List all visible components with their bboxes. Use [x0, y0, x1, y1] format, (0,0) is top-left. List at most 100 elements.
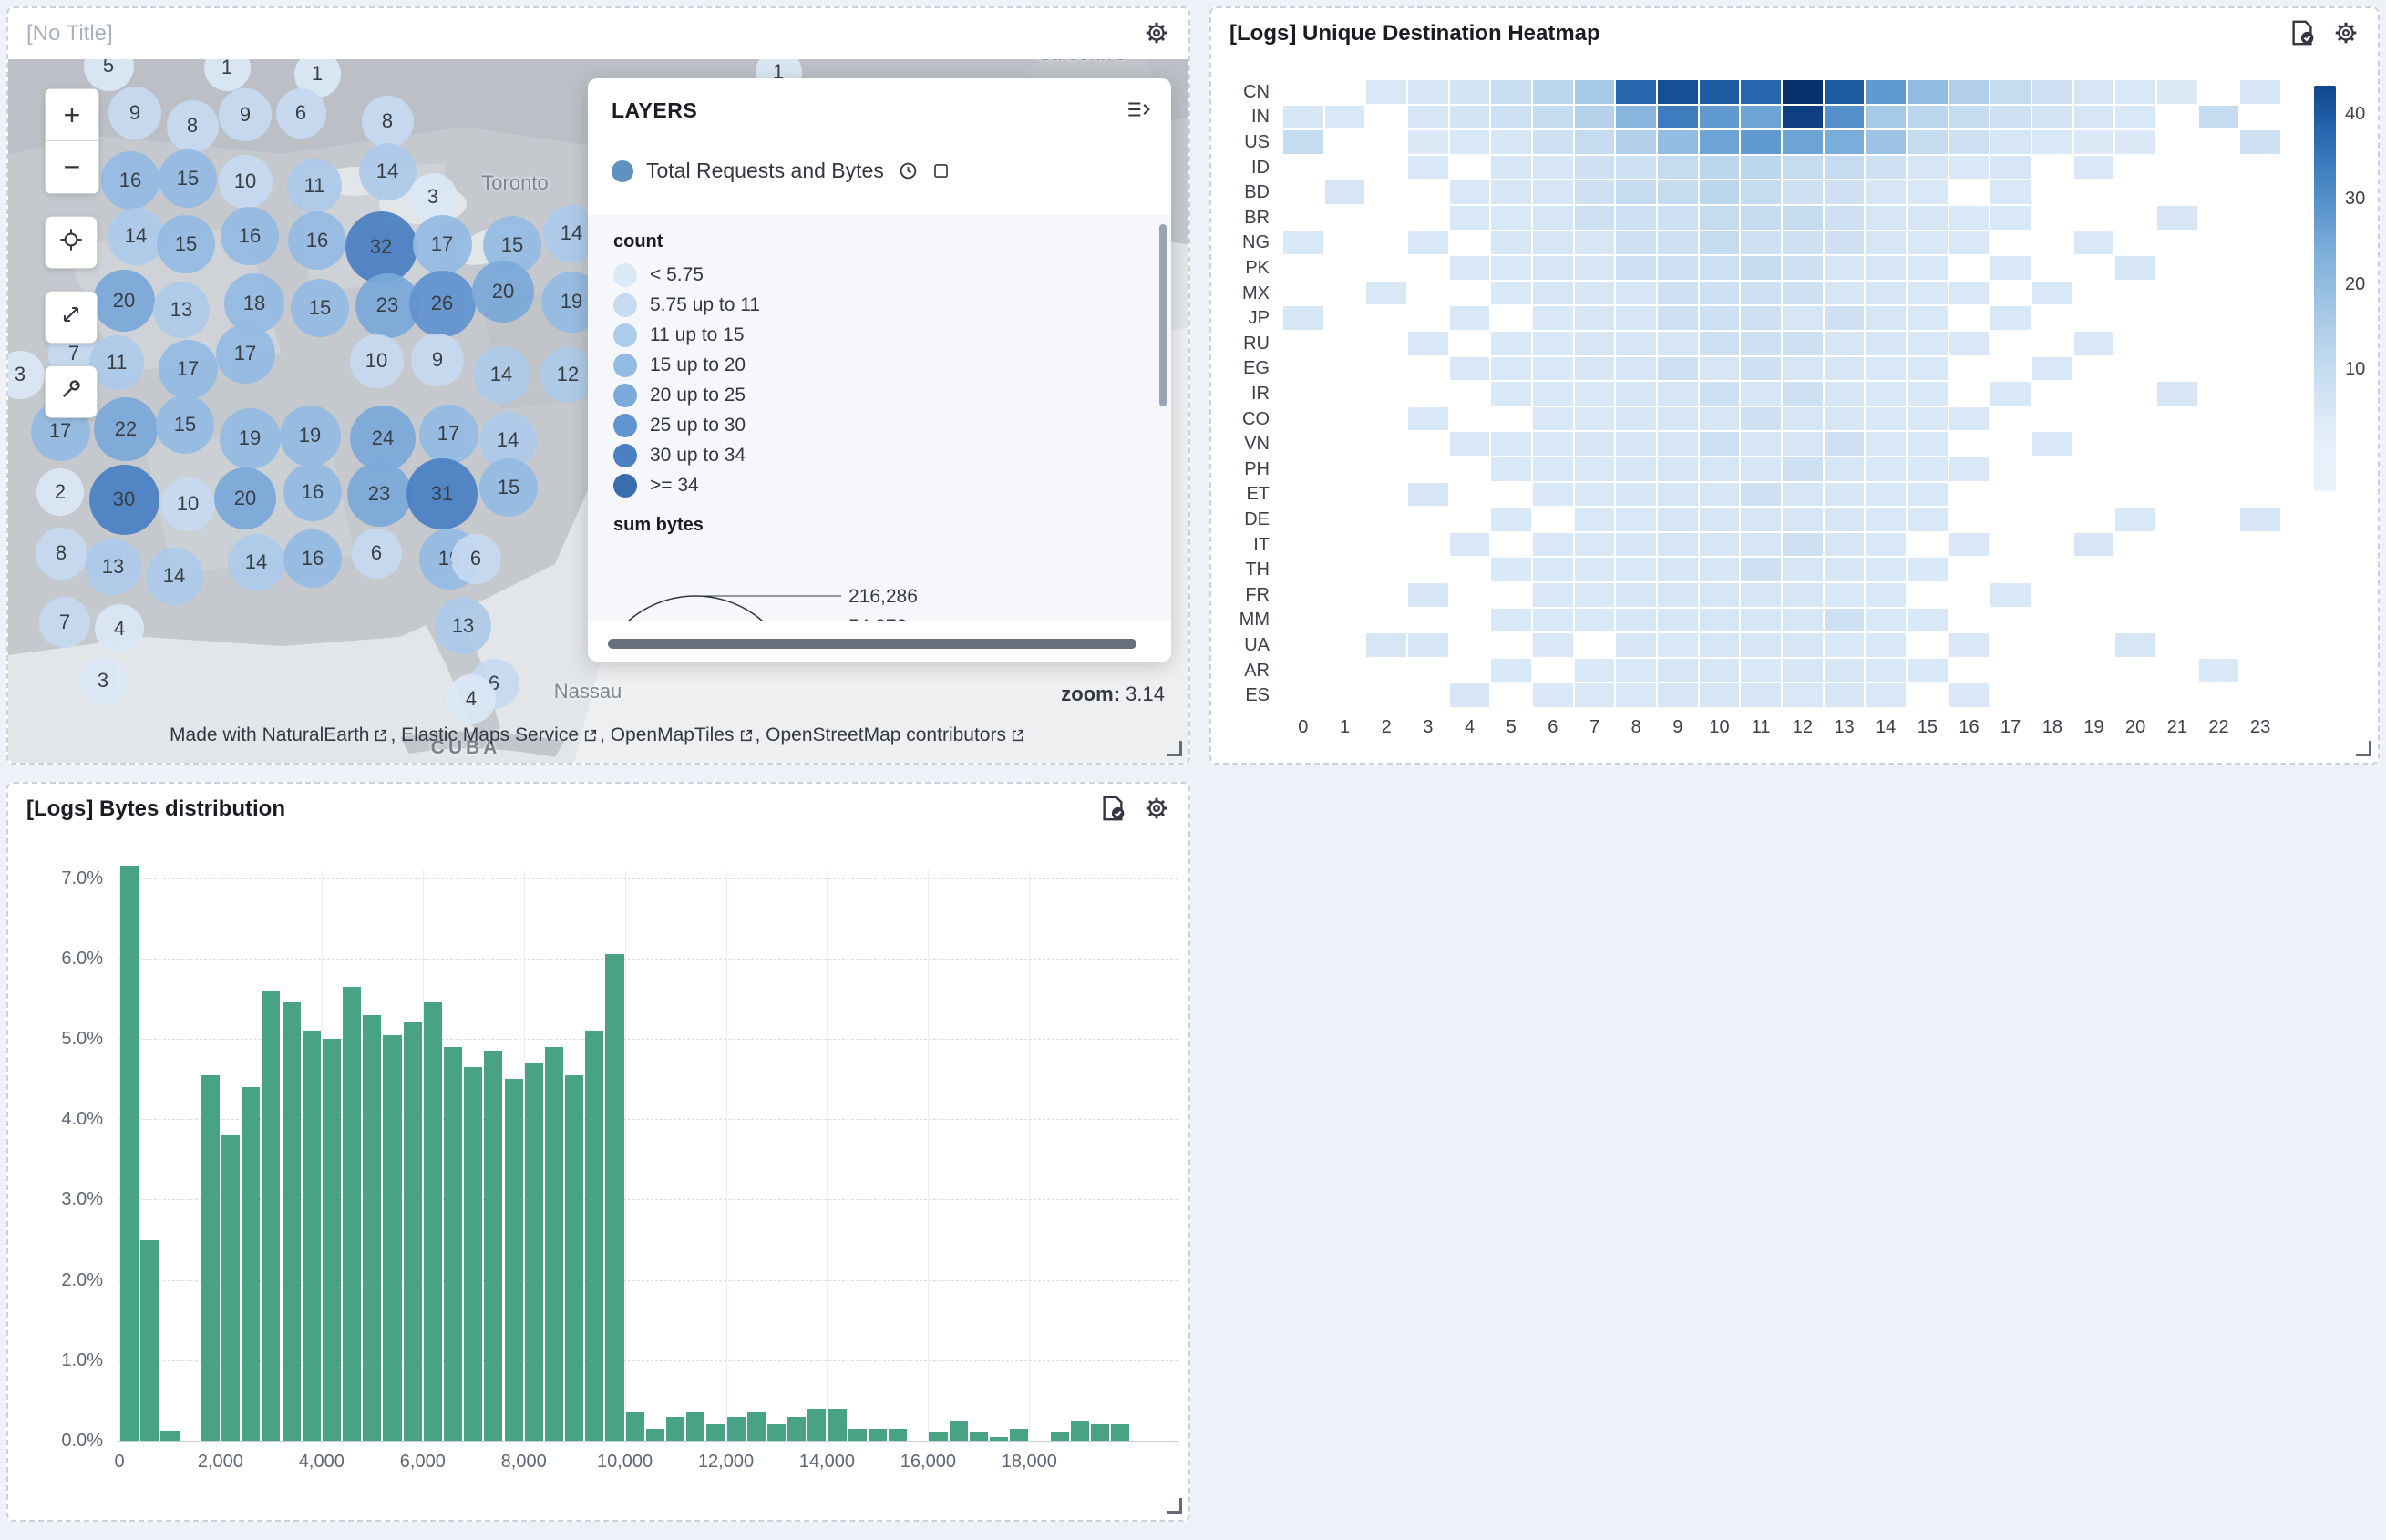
heatmap-cell[interactable]: [1949, 633, 1990, 657]
map-cluster[interactable]: 16: [101, 151, 159, 210]
heatmap-cell[interactable]: [1741, 80, 1781, 104]
heatmap-cell[interactable]: [1949, 332, 1990, 355]
resize-handle[interactable]: [2356, 741, 2371, 756]
heatmap-cell[interactable]: [1658, 532, 1698, 557]
heatmap-cell[interactable]: [1449, 130, 1490, 154]
heatmap-cell[interactable]: [1949, 281, 1990, 305]
heatmap-cell[interactable]: [1741, 105, 1781, 129]
heatmap-cell[interactable]: [1616, 608, 1656, 632]
heatmap-cell[interactable]: [1990, 180, 2031, 204]
heatmap-cell[interactable]: [1658, 608, 1698, 632]
heatmap-cell[interactable]: [1658, 432, 1698, 456]
heatmap-cell[interactable]: [1741, 406, 1781, 431]
heatmap-cell[interactable]: [1908, 231, 1948, 255]
heatmap-cell[interactable]: [1616, 306, 1656, 330]
heatmap-cell[interactable]: [1533, 608, 1573, 632]
heatmap-cell[interactable]: [1699, 683, 1740, 707]
heatmap-cell[interactable]: [1616, 155, 1656, 180]
heatmap-cell[interactable]: [1699, 281, 1740, 305]
heatmap-cell[interactable]: [2073, 80, 2114, 104]
histogram-bar[interactable]: [201, 1074, 220, 1441]
heatmap-cell[interactable]: [1990, 80, 2031, 104]
heatmap-cell[interactable]: [1616, 130, 1656, 154]
heatmap-cell[interactable]: [1824, 105, 1865, 129]
histogram-bar[interactable]: [565, 1074, 584, 1441]
heatmap-cell[interactable]: [1408, 80, 1448, 104]
horizontal-scrollbar[interactable]: [608, 639, 1136, 649]
heatmap-cell[interactable]: [1658, 658, 1698, 683]
heatmap-cell[interactable]: [1449, 105, 1490, 129]
heatmap-cell[interactable]: [1990, 256, 2031, 280]
heatmap-cell[interactable]: [1491, 558, 1531, 581]
heatmap-cell[interactable]: [1783, 80, 1823, 104]
heatmap-cell[interactable]: [1699, 382, 1740, 406]
map-cluster[interactable]: 13: [85, 539, 141, 595]
heatmap-cell[interactable]: [2073, 155, 2114, 180]
attribution-link[interactable]: NaturalEarth: [262, 724, 370, 745]
fit-to-data-button[interactable]: [45, 216, 98, 269]
map-cluster[interactable]: 16: [288, 211, 346, 270]
heatmap-cell[interactable]: [1699, 130, 1740, 154]
heatmap-cell[interactable]: [2073, 130, 2114, 154]
heatmap-cell[interactable]: [1283, 306, 1323, 330]
heatmap-cell[interactable]: [1741, 683, 1781, 707]
histogram-bar[interactable]: [848, 1428, 867, 1441]
map-cluster[interactable]: 15: [157, 215, 215, 273]
heatmap-cell[interactable]: [1949, 206, 1990, 230]
heatmap-cell[interactable]: [1699, 80, 1740, 104]
heatmap-cell[interactable]: [1491, 105, 1531, 129]
heatmap-cell[interactable]: [1574, 658, 1615, 683]
heatmap-cell[interactable]: [1741, 180, 1781, 204]
heatmap-cell[interactable]: [1533, 105, 1573, 129]
heatmap-cell[interactable]: [1491, 281, 1531, 305]
heatmap-cell[interactable]: [1574, 206, 1615, 230]
heatmap-cell[interactable]: [1908, 508, 1948, 531]
map-cluster[interactable]: 16: [283, 529, 342, 588]
map-cluster[interactable]: 16: [221, 207, 279, 265]
heatmap-cell[interactable]: [1908, 432, 1948, 456]
map-cluster[interactable]: 14: [358, 142, 417, 200]
map-cluster[interactable]: 15: [479, 458, 538, 517]
heatmap-cell[interactable]: [1699, 508, 1740, 531]
attribution-link[interactable]: OpenMapTiles: [610, 724, 735, 745]
heatmap-cell[interactable]: [1741, 658, 1781, 683]
histogram-bar[interactable]: [989, 1436, 1009, 1441]
heatmap-cell[interactable]: [1658, 683, 1698, 707]
heatmap-cell[interactable]: [1533, 231, 1573, 255]
heatmap-cell[interactable]: [1408, 105, 1448, 129]
map-cluster[interactable]: 12: [540, 346, 596, 403]
histogram-bar[interactable]: [706, 1424, 725, 1441]
heatmap-cell[interactable]: [1533, 80, 1573, 104]
resize-handle[interactable]: [1167, 741, 1182, 756]
heatmap-cell[interactable]: [1699, 332, 1740, 355]
heatmap-cell[interactable]: [1866, 180, 1906, 204]
heatmap-cell[interactable]: [1783, 231, 1823, 255]
heatmap-cell[interactable]: [1783, 508, 1823, 531]
heatmap-cell[interactable]: [1990, 105, 2031, 129]
heatmap-cell[interactable]: [1741, 432, 1781, 456]
heatmap-cell[interactable]: [1574, 432, 1615, 456]
map-cluster[interactable]: 26: [408, 270, 476, 337]
map-cluster[interactable]: 14: [107, 207, 165, 265]
heatmap-cell[interactable]: [1616, 231, 1656, 255]
heatmap-cell[interactable]: [1491, 231, 1531, 255]
heatmap-cell[interactable]: [1533, 406, 1573, 431]
heatmap-cell[interactable]: [2157, 382, 2197, 406]
heatmap-cell[interactable]: [2240, 130, 2280, 154]
attribution-link[interactable]: OpenStreetMap contributors: [766, 724, 1006, 745]
heatmap-cell[interactable]: [1824, 206, 1865, 230]
heatmap-cell[interactable]: [1616, 356, 1656, 381]
heatmap-cell[interactable]: [1783, 633, 1823, 657]
heatmap-cell[interactable]: [1908, 130, 1948, 154]
heatmap-cell[interactable]: [1408, 155, 1448, 180]
heatmap-cell[interactable]: [1533, 180, 1573, 204]
heatmap-cell[interactable]: [1616, 206, 1656, 230]
heatmap-cell[interactable]: [1533, 382, 1573, 406]
heatmap-cell[interactable]: [1533, 683, 1573, 707]
heatmap-cell[interactable]: [1449, 206, 1490, 230]
heatmap-cell[interactable]: [1491, 382, 1531, 406]
heatmap-cell[interactable]: [1783, 382, 1823, 406]
heatmap-cell[interactable]: [1824, 180, 1865, 204]
histogram-bar[interactable]: [140, 1239, 159, 1441]
histogram-bar[interactable]: [343, 986, 362, 1441]
